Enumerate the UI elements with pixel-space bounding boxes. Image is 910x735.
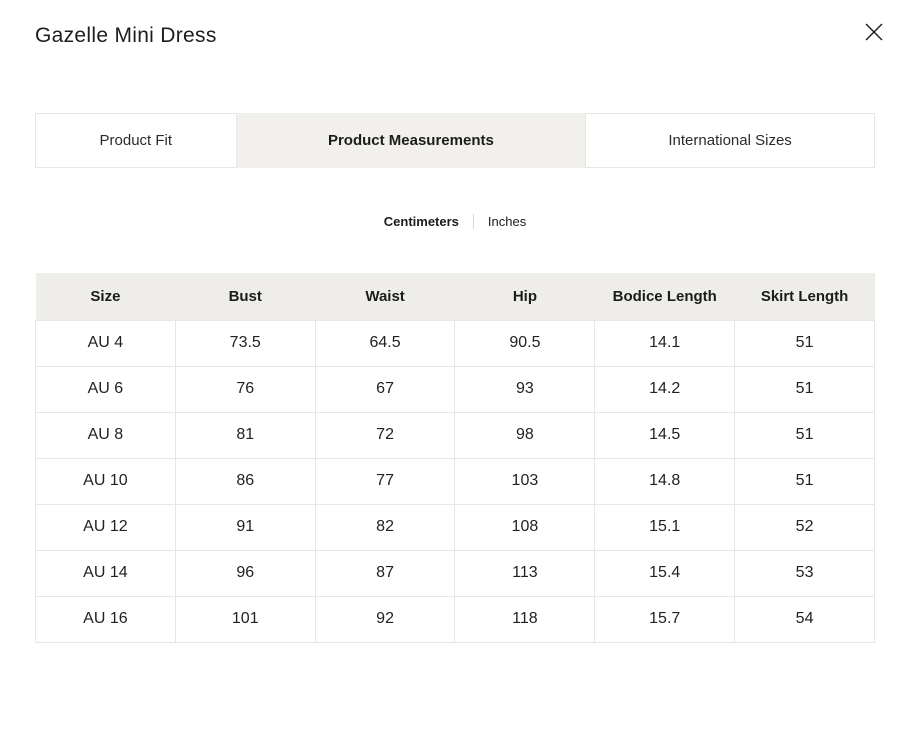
unit-option-inches[interactable]: Inches xyxy=(487,214,527,229)
tab-product-measurements[interactable]: Product Measurements xyxy=(236,113,586,168)
measurement-cell: 51 xyxy=(734,365,875,413)
column-header: Size xyxy=(35,273,176,320)
table-header: Size Bust Waist Hip Bodice Length Skirt Lengt… xyxy=(35,273,875,320)
measurement-cell: 91 xyxy=(174,503,316,551)
size-cell: AU 12 xyxy=(35,503,176,551)
measurement-cell: 103 xyxy=(454,457,596,505)
close-button[interactable] xyxy=(860,18,888,46)
measurement-cell: 98 xyxy=(454,411,596,459)
table-row: AU 8 81 72 98 14.5 51 xyxy=(35,411,875,459)
measurement-cell: 52 xyxy=(734,503,875,551)
measurement-cell: 14.1 xyxy=(594,319,736,367)
measurement-cell: 81 xyxy=(174,411,316,459)
unit-toggle: Centimeters Inches xyxy=(0,214,910,229)
size-cell: AU 6 xyxy=(35,365,176,413)
column-header: Hip xyxy=(454,273,595,320)
table-row: AU 16 101 92 118 15.7 54 xyxy=(35,595,875,643)
tab-product-fit[interactable]: Product Fit xyxy=(35,113,237,168)
measurement-cell: 73.5 xyxy=(174,319,316,367)
table-row: AU 10 86 77 103 14.8 51 xyxy=(35,457,875,505)
column-header: Bust xyxy=(175,273,316,320)
column-header: Bodice Length xyxy=(594,273,735,320)
table-body: AU 4 73.5 64.5 90.5 14.1 51 AU 6 76 67 93 14.2 51 AU… xyxy=(35,319,875,643)
tab-label: International Sizes xyxy=(668,132,792,149)
measurement-cell: 15.1 xyxy=(594,503,736,551)
tab-bar: Product Fit Product Measurements Interna… xyxy=(35,113,875,168)
measurement-cell: 64.5 xyxy=(314,319,456,367)
measurement-cell: 53 xyxy=(734,549,875,597)
measurement-cell: 92 xyxy=(314,595,456,643)
measurement-cell: 87 xyxy=(314,549,456,597)
unit-option-centimeters[interactable]: Centimeters xyxy=(383,214,459,229)
measurement-cell: 96 xyxy=(174,549,316,597)
measurement-cell: 86 xyxy=(174,457,316,505)
table-row: AU 12 91 82 108 15.1 52 xyxy=(35,503,875,551)
tab-label: Product Fit xyxy=(99,132,173,149)
measurement-cell: 15.4 xyxy=(594,549,736,597)
table-row: AU 6 76 67 93 14.2 51 xyxy=(35,365,875,413)
measurement-cell: 14.5 xyxy=(594,411,736,459)
measurement-cell: 51 xyxy=(734,319,875,367)
size-cell: AU 10 xyxy=(35,457,176,505)
size-cell: AU 4 xyxy=(35,319,176,367)
measurement-cell: 90.5 xyxy=(454,319,596,367)
table-row: AU 14 96 87 113 15.4 53 xyxy=(35,549,875,597)
measurement-cell: 72 xyxy=(314,411,456,459)
measurement-cell: 82 xyxy=(314,503,456,551)
measurement-cell: 113 xyxy=(454,549,596,597)
unit-divider xyxy=(472,214,474,229)
size-cell: AU 8 xyxy=(35,411,176,459)
measurement-cell: 118 xyxy=(454,595,596,643)
measurement-cell: 67 xyxy=(314,365,456,413)
measurements-table: Size Bust Waist Hip Bodice Length Skirt Lengt… xyxy=(35,273,875,643)
measurement-cell: 14.8 xyxy=(594,457,736,505)
table-row: AU 4 73.5 64.5 90.5 14.1 51 xyxy=(35,319,875,367)
tab-label: Product Measurements xyxy=(327,132,494,149)
measurement-cell: 51 xyxy=(734,411,875,459)
modal-header: Gazelle Mini Dress xyxy=(0,0,910,50)
table-header-row: Size Bust Waist Hip Bodice Length Skirt Lengt… xyxy=(35,273,875,320)
measurement-cell: 77 xyxy=(314,457,456,505)
column-header: Skirt Length xyxy=(734,273,875,320)
measurement-cell: 15.7 xyxy=(594,595,736,643)
column-header: Waist xyxy=(315,273,455,320)
size-cell: AU 14 xyxy=(35,549,176,597)
measurements-table-wrap: Size Bust Waist Hip Bodice Length Skirt Lengt… xyxy=(35,273,875,643)
size-cell: AU 16 xyxy=(35,595,176,643)
measurement-cell: 101 xyxy=(174,595,316,643)
measurement-cell: 76 xyxy=(174,365,316,413)
measurement-cell: 14.2 xyxy=(594,365,736,413)
close-icon xyxy=(863,21,885,43)
measurement-cell: 108 xyxy=(454,503,596,551)
measurement-cell: 93 xyxy=(454,365,596,413)
measurement-cell: 51 xyxy=(734,457,875,505)
page-title: Gazelle Mini Dress xyxy=(35,24,217,47)
measurement-cell: 54 xyxy=(734,595,875,643)
tab-international-sizes[interactable]: International Sizes xyxy=(585,113,875,168)
